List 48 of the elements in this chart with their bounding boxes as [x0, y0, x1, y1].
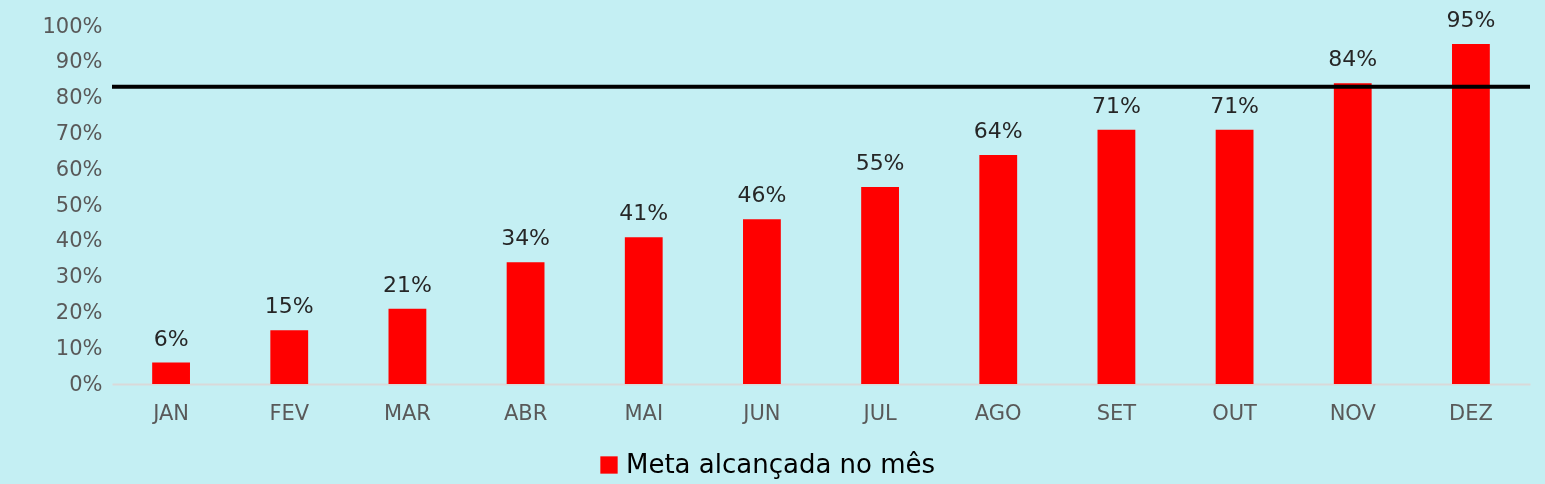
x-tick-label: JUN [741, 400, 781, 425]
x-tick-label: NOV [1329, 400, 1377, 425]
text: 6% [153, 325, 189, 351]
x-tick-label: AGO [974, 400, 1022, 425]
bar [1452, 43, 1490, 384]
bar [861, 187, 899, 384]
bar [388, 308, 427, 384]
text: 21% [382, 271, 432, 297]
y-tick-label: 50% [55, 192, 103, 217]
text: 95% [1446, 6, 1496, 32]
y-tick-label: 100% [42, 13, 103, 38]
x-tick-label: MAI [624, 400, 664, 425]
bar [743, 219, 781, 384]
bar [152, 362, 190, 384]
bar [1333, 83, 1372, 384]
text: 84% [1328, 46, 1378, 72]
x-tick-label: OUT [1212, 400, 1258, 425]
y-tick-label: 70% [55, 120, 103, 145]
bar [979, 154, 1018, 384]
y-tick-label: 80% [55, 85, 103, 110]
bar [1215, 129, 1254, 384]
y-tick-label: 60% [55, 156, 103, 181]
x-tick-label: ABR [503, 400, 548, 425]
x-tick-label: FEV [269, 400, 310, 425]
text: 41% [619, 200, 669, 226]
x-tick-label: SET [1096, 400, 1137, 425]
y-tick-label: 90% [55, 49, 103, 74]
text: 46% [737, 182, 787, 208]
x-tick-label: JUL [861, 400, 898, 425]
text: 64% [973, 117, 1023, 143]
y-tick-label: 20% [55, 299, 103, 324]
y-tick-label: 40% [55, 228, 103, 253]
text: 15% [264, 293, 314, 319]
y-tick-label: 0% [69, 371, 103, 396]
x-tick-label: MAR [383, 400, 431, 425]
text: 71% [1091, 92, 1141, 118]
bar [270, 330, 309, 384]
x-tick-label: JAN [151, 400, 190, 425]
x-tick-label: DEZ [1449, 400, 1493, 425]
y-tick-label: 30% [55, 264, 103, 289]
bar [624, 237, 663, 384]
text: 71% [1210, 92, 1260, 118]
text: 55% [855, 150, 905, 176]
legend-label: Meta alcançada no mês [626, 449, 936, 479]
bar [506, 262, 545, 384]
bar [1097, 129, 1136, 384]
text: 34% [501, 225, 551, 251]
y-tick-label: 10% [55, 335, 103, 360]
